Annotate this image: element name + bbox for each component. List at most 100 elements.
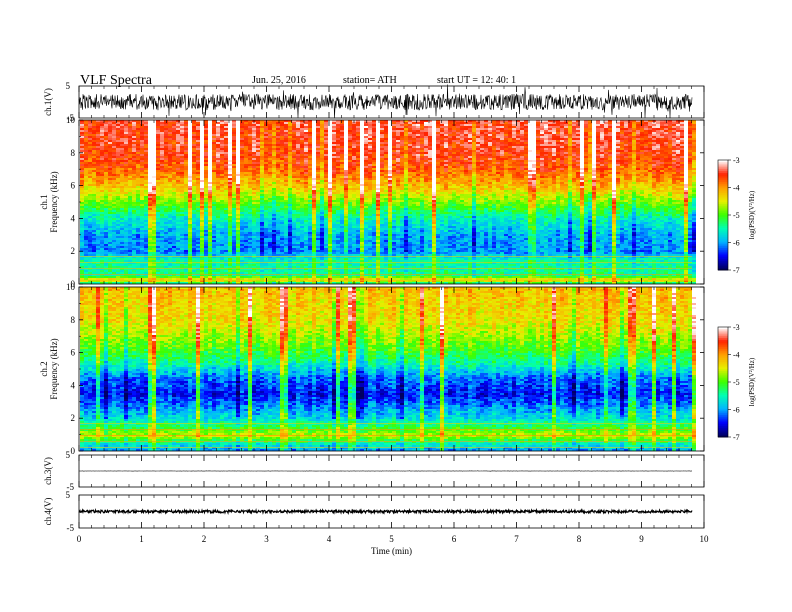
colorbar-cell: [718, 402, 728, 405]
x-tick-label: 8: [577, 534, 582, 544]
colorbar-cell: [718, 338, 728, 341]
x-tick-label: 5: [389, 534, 394, 544]
colorbar-cell: [718, 185, 728, 188]
y-axis-label: ch.4(V): [43, 498, 53, 526]
colorbar-cell: [718, 235, 728, 238]
colorbar-cell: [718, 361, 728, 365]
colorbar-cell: [718, 416, 728, 420]
colorbar-cell: [718, 249, 728, 253]
colorbar-cell: [718, 160, 728, 163]
start-time-label: start UT = 12: 40: 1: [437, 75, 516, 86]
colorbar-cell: [718, 213, 728, 216]
colorbar-cell: [718, 336, 728, 339]
colorbar-cell: [718, 205, 728, 209]
colorbar-cell: [718, 211, 728, 214]
colorbar-cell: [718, 220, 728, 223]
colorbar-cell: [718, 165, 728, 168]
colorbar-cell: [718, 352, 728, 355]
x-tick-label: 2: [202, 534, 207, 544]
x-tick-label: 0: [77, 534, 82, 544]
ch1-waveform-trace: [78, 84, 693, 119]
colorbar-cell: [718, 226, 728, 229]
station-label: station= ATH: [343, 75, 397, 86]
colorbar-cell: [718, 189, 728, 192]
y-tick-label: 4: [71, 380, 76, 390]
colorbar-cell: [718, 231, 728, 234]
colorbar-cell: [718, 433, 728, 436]
ch4-waveform-xticks: 0 1 2 3 4 5 6 7 8 9 10 Time (min): [77, 495, 709, 556]
x-tick-label: 3: [264, 534, 269, 544]
y-axis-label-frequency: Frequency (kHz): [49, 338, 59, 399]
y-tick-label: 0: [71, 279, 76, 289]
y-tick-label: 8: [71, 148, 76, 158]
colorbar-cell: [718, 330, 728, 333]
colorbar-cell: [718, 435, 728, 438]
colorbar-tick-label: -4: [733, 184, 740, 193]
colorbar-cell: [718, 354, 728, 357]
colorbar-cell: [718, 182, 728, 185]
colorbar-cell: [718, 372, 728, 376]
colorbar-label: log(PSD)(V²/Hz): [748, 190, 756, 239]
colorbar-cell: [718, 209, 728, 212]
ch1-waveform-xticks: [78, 86, 705, 118]
colorbar-cell: [718, 363, 728, 366]
colorbar-cell: [718, 367, 728, 370]
colorbar-cell: [718, 360, 728, 363]
colorbar-cell: [718, 215, 728, 218]
colorbar-cell: [718, 204, 728, 207]
ch1-spectrogram-cells: [80, 120, 696, 284]
colorbar-cell: [718, 253, 728, 256]
colorbar-cell: [718, 371, 728, 374]
y-tick-label: 5: [66, 490, 71, 500]
colorbar-cell: [718, 345, 728, 348]
colorbar-cell: [718, 183, 728, 187]
y-tick-label: 2: [71, 246, 76, 256]
colorbar-cell: [718, 376, 728, 379]
ch2-spectrogram-xticks: [78, 287, 705, 451]
ch1-spectrogram-yaxis: 0 2 4 6 8 10 ch.1 Frequency (kHz): [39, 115, 704, 289]
colorbar-cell: [718, 328, 728, 332]
ch1-colorbar: -3 -4 -5 -6 -7 log(PSD)(V²/Hz): [717, 156, 756, 275]
colorbar-cell: [718, 343, 728, 346]
colorbar-cell: [718, 268, 728, 271]
colorbar-cell: [718, 229, 728, 232]
colorbar-cell: [718, 218, 728, 221]
colorbar-cell: [718, 420, 728, 423]
colorbar-cell: [718, 187, 728, 190]
colorbar-cell: [718, 418, 728, 421]
colorbar-cell: [718, 413, 728, 416]
ch1-spectrogram-xticks: [78, 120, 705, 284]
colorbar-cell: [718, 259, 728, 262]
colorbar-tick-label: -6: [733, 239, 740, 248]
colorbar-cell: [718, 389, 728, 392]
x-tick-label: 7: [514, 534, 519, 544]
x-axis-label: Time (min): [371, 546, 412, 556]
colorbar-cell: [718, 196, 728, 199]
colorbar-cell: [718, 415, 728, 418]
colorbar-cell: [718, 260, 728, 264]
colorbar-cell: [718, 378, 728, 381]
colorbar-cell: [718, 202, 728, 205]
y-tick-label: 6: [71, 181, 76, 191]
ch3-waveform-yaxis: 5 -5 ch.3(V): [43, 450, 74, 492]
colorbar-cell: [718, 365, 728, 368]
y-axis-label: ch.1(V): [43, 88, 53, 116]
colorbar-cell: [718, 198, 728, 201]
colorbar-label: log(PSD)(V²/Hz): [748, 357, 756, 406]
colorbar-tick-label: -7: [733, 433, 740, 442]
colorbar-cell: [718, 369, 728, 372]
colorbar-cell: [718, 161, 728, 165]
y-tick-label: 5: [66, 450, 71, 460]
colorbar-cell: [718, 238, 728, 242]
colorbar-cell: [718, 237, 728, 240]
ch1-waveform-yaxis: 5 -5 ch.1(V): [43, 81, 74, 123]
colorbar-cell: [718, 178, 728, 181]
colorbar-cell: [718, 385, 728, 388]
colorbar-cell: [718, 191, 728, 194]
colorbar-cell: [718, 380, 728, 383]
y-tick-label: -5: [67, 523, 75, 533]
y-tick-label: 4: [71, 213, 76, 223]
x-tick-label: 4: [327, 534, 332, 544]
colorbar-cell: [718, 176, 728, 179]
colorbar-cell: [718, 334, 728, 337]
